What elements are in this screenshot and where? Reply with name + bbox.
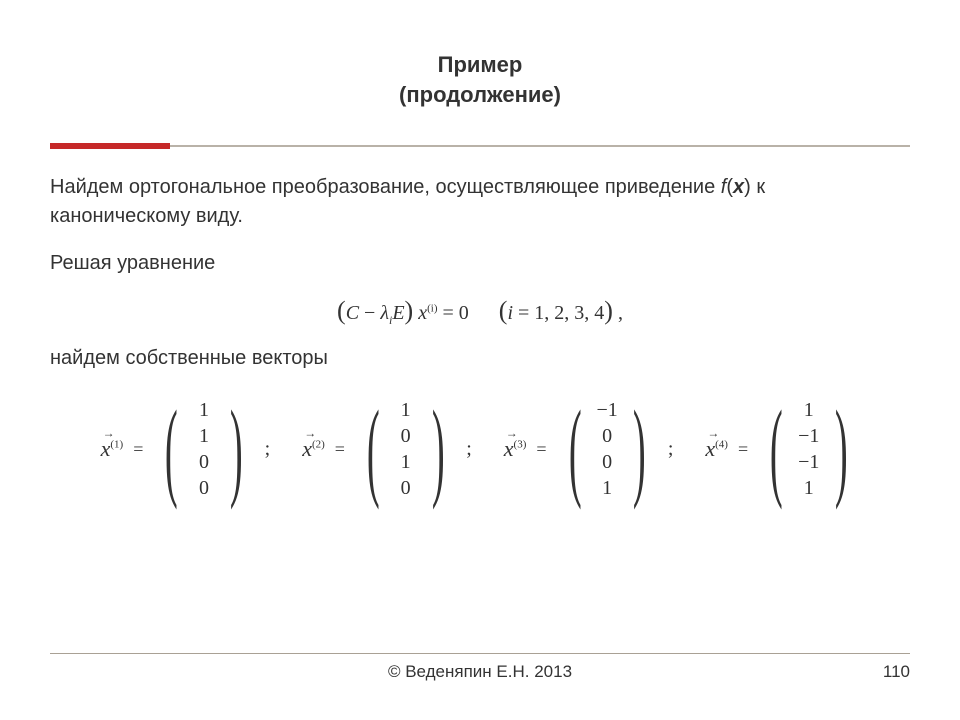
- divider-gray: [50, 145, 910, 147]
- column-vector: (−1001): [557, 397, 658, 501]
- left-paren: (: [568, 403, 581, 497]
- right-paren: ): [230, 403, 243, 497]
- eq-sup: (i): [427, 303, 437, 315]
- vector-entries: 1100: [190, 397, 218, 501]
- slide-title: Пример (продолжение): [50, 50, 910, 109]
- right-paren: ): [431, 403, 444, 497]
- eq-rparen1: ): [405, 296, 414, 325]
- vector-entry: −1: [795, 449, 823, 475]
- vector-arrow-icon: →: [506, 426, 518, 441]
- vector-entry: 0: [190, 449, 218, 475]
- vector-entry: 0: [593, 449, 621, 475]
- eq-list: = 1, 2, 3, 4: [513, 302, 604, 324]
- column-vector: (1−1−11): [758, 397, 859, 501]
- paragraph-2: Решая уравнение: [50, 249, 910, 278]
- copyright: © Веденяпин Е.Н. 2013: [388, 662, 572, 682]
- footer: © Веденяпин Е.Н. 2013 110: [50, 653, 910, 682]
- right-paren: ): [835, 403, 848, 497]
- vector-entry: 1: [190, 423, 218, 449]
- semicolon: ;: [664, 438, 674, 461]
- vector-entry: 0: [593, 423, 621, 449]
- eq-lparen1: (: [337, 296, 346, 325]
- vector-entry: 0: [392, 423, 420, 449]
- vector-entries: 1010: [392, 397, 420, 501]
- eq-eq0: = 0: [438, 302, 499, 324]
- equation: (C − λiE) x(i) = 0 (i = 1, 2, 3, 4) ,: [50, 296, 910, 328]
- vector-entries: −1001: [593, 397, 621, 501]
- eigenvectors-row: →x(1)=(1100);→x(2)=(1010);→x(3)=(−1001);…: [50, 397, 910, 501]
- vector-entry: −1: [795, 423, 823, 449]
- para1-lp: (: [726, 176, 733, 198]
- left-paren: (: [770, 403, 783, 497]
- equals-sign: =: [532, 439, 550, 460]
- vector-entry: 1: [190, 397, 218, 423]
- vector-entry: 1: [593, 475, 621, 501]
- eq-E: E: [392, 302, 404, 324]
- eq-x: x: [418, 302, 427, 324]
- divider: [50, 137, 910, 147]
- vector-group-2: →x(2)=(1010);: [302, 397, 472, 501]
- vector-symbol: →x(1): [101, 436, 124, 462]
- vector-entry: 1: [392, 397, 420, 423]
- vector-group-1: →x(1)=(1100);: [101, 397, 271, 501]
- para1-x: x: [733, 176, 744, 198]
- eq-C: C: [346, 302, 359, 324]
- equals-sign: =: [129, 439, 147, 460]
- footer-row: © Веденяпин Е.Н. 2013 110: [50, 662, 910, 682]
- semicolon: ;: [462, 438, 472, 461]
- eq-rparen2: ): [604, 296, 613, 325]
- vector-symbol: →x(2): [302, 436, 325, 462]
- slide: Пример (продолжение) Найдем ортогонально…: [0, 0, 960, 720]
- eq-minus: −: [359, 302, 380, 324]
- equals-sign: =: [331, 439, 349, 460]
- vector-entry: 1: [392, 449, 420, 475]
- para1-text-a: Найдем ортогональное преобразование, осу…: [50, 176, 721, 198]
- vector-symbol: →x(4): [705, 436, 728, 462]
- vector-arrow-icon: →: [304, 426, 316, 441]
- vector-arrow-icon: →: [707, 426, 719, 441]
- paragraph-1: Найдем ортогональное преобразование, осу…: [50, 173, 910, 231]
- vector-group-3: →x(3)=(−1001);: [504, 397, 674, 501]
- vector-entry: 0: [392, 475, 420, 501]
- right-paren: ): [633, 403, 646, 497]
- vector-entry: 0: [190, 475, 218, 501]
- column-vector: (1100): [153, 397, 254, 501]
- equals-sign: =: [734, 439, 752, 460]
- left-paren: (: [367, 403, 380, 497]
- divider-red-accent: [50, 143, 170, 149]
- title-line-2: (продолжение): [50, 80, 910, 110]
- vector-arrow-icon: →: [103, 426, 115, 441]
- semicolon: ;: [261, 438, 271, 461]
- left-paren: (: [165, 403, 178, 497]
- vector-group-4: →x(4)=(1−1−11): [705, 397, 859, 501]
- column-vector: (1010): [355, 397, 456, 501]
- vector-symbol: →x(3): [504, 436, 527, 462]
- vector-entry: 1: [795, 397, 823, 423]
- vector-entries: 1−1−11: [795, 397, 823, 501]
- paragraph-3: найдем собственные векторы: [50, 344, 910, 373]
- footer-divider: [50, 653, 910, 654]
- eq-lambda: λ: [380, 302, 389, 324]
- vector-entry: 1: [795, 475, 823, 501]
- title-line-1: Пример: [50, 50, 910, 80]
- page-number: 110: [883, 662, 910, 682]
- eq-comma: ,: [613, 302, 623, 324]
- vector-entry: −1: [593, 397, 621, 423]
